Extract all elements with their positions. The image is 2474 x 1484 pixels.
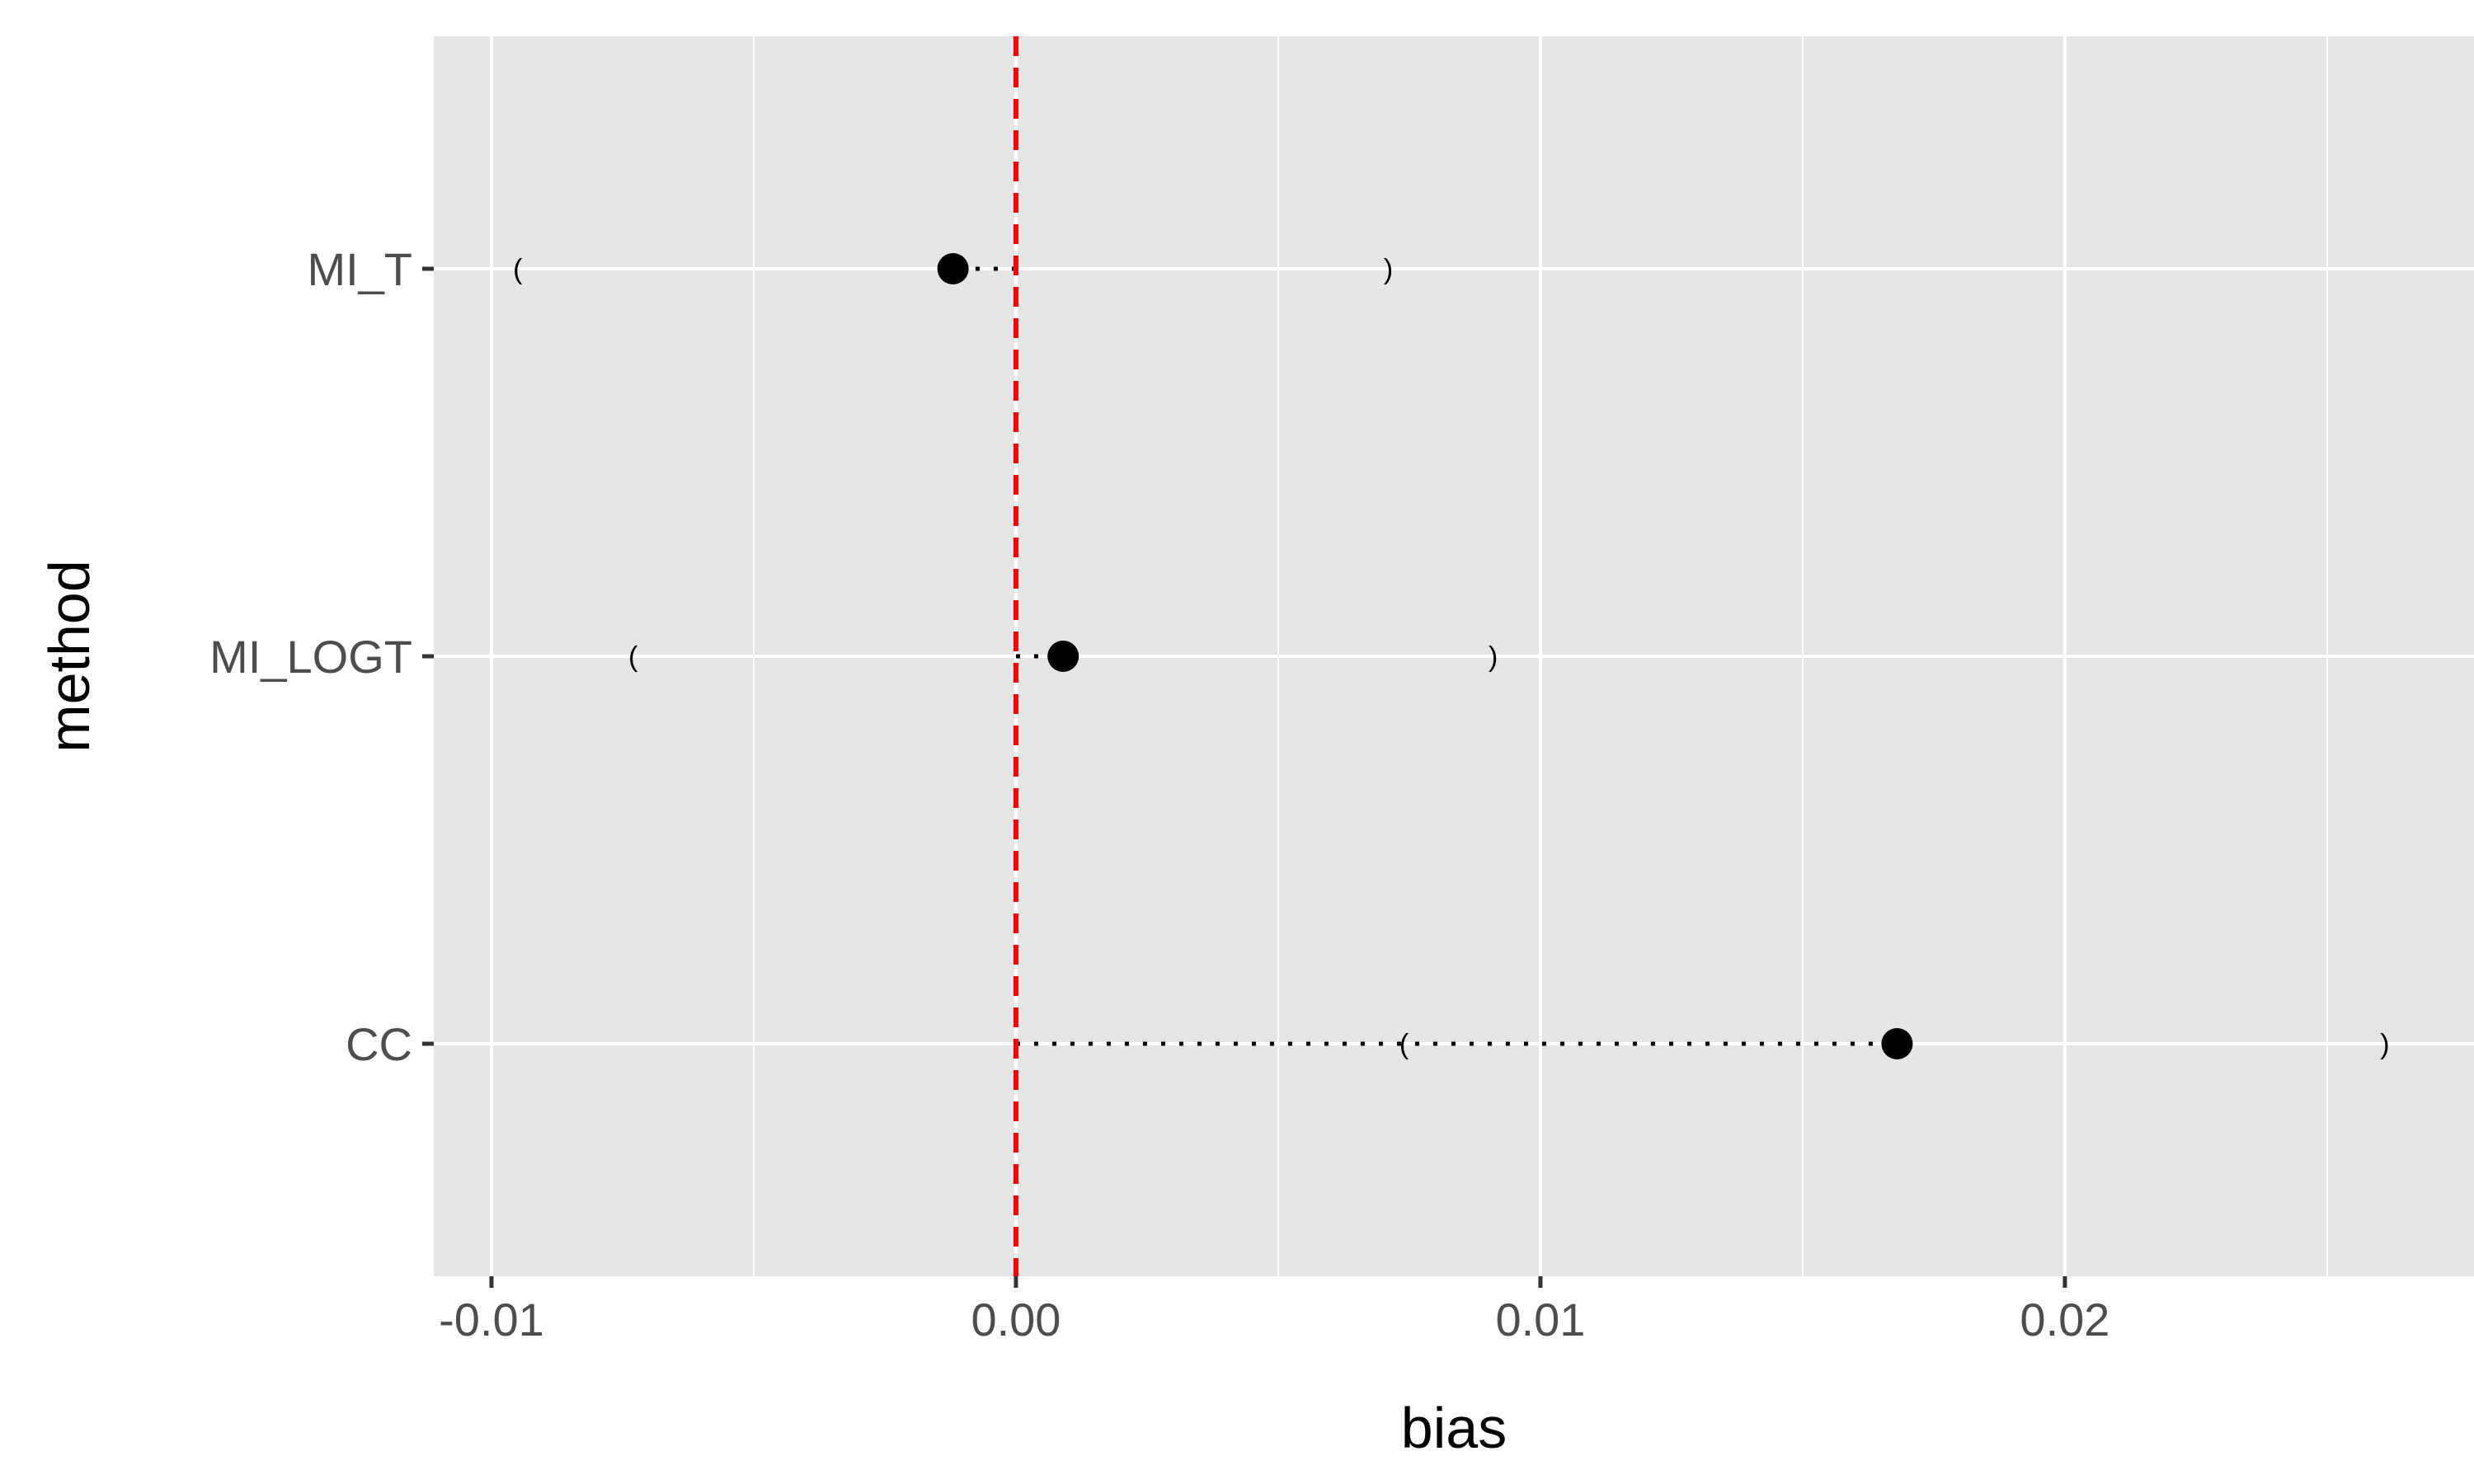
- ci-lower-mark: (: [1399, 1029, 1409, 1060]
- y-axis-title: method: [37, 560, 101, 752]
- bias-point: [1047, 641, 1079, 672]
- ci-upper-mark: ): [2380, 1029, 2389, 1060]
- x-tick-label: 0.02: [2020, 1294, 2109, 1345]
- y-tick-label: CC: [346, 1018, 412, 1070]
- x-axis: -0.01 0.00 0.01 0.02: [439, 1276, 2109, 1345]
- bias-point: [937, 253, 969, 284]
- x-axis-title: bias: [1401, 1396, 1507, 1460]
- x-tick-label: 0.01: [1495, 1294, 1585, 1345]
- confidence-interval-marks: () () (): [513, 254, 2389, 1060]
- y-tick-label: MI_T: [307, 243, 412, 295]
- y-axis: CC MI_LOGT MI_T: [209, 243, 434, 1070]
- bias-point: [1881, 1028, 1913, 1059]
- x-tick-label: 0.00: [971, 1294, 1061, 1345]
- bias-points: [937, 253, 1913, 1059]
- ci-upper-mark: ): [1384, 254, 1393, 285]
- y-tick-label: MI_LOGT: [209, 631, 412, 683]
- ci-upper-mark: ): [1489, 641, 1498, 673]
- x-tick-label: -0.01: [439, 1294, 544, 1345]
- ci-lower-mark: (: [628, 641, 638, 673]
- ci-lower-mark: (: [513, 254, 523, 285]
